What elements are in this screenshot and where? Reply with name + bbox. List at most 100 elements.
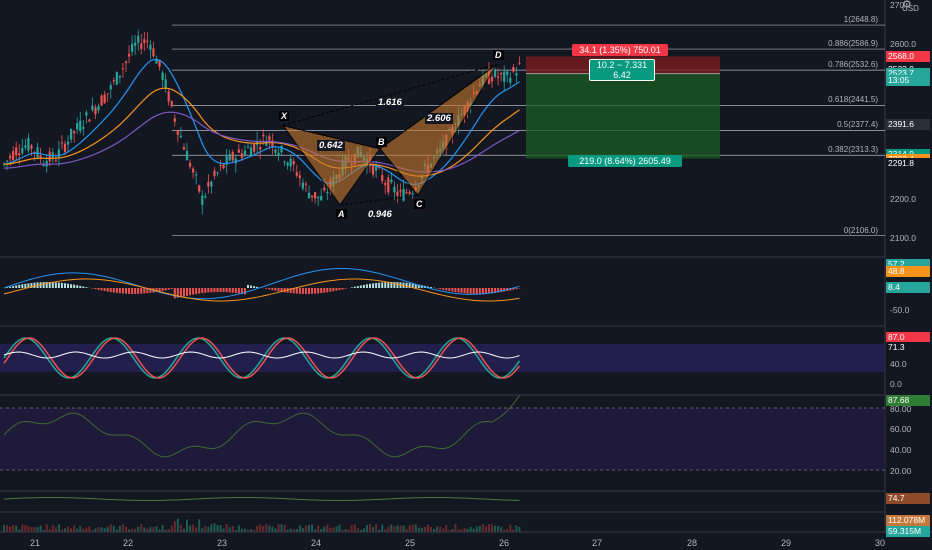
candle-body <box>304 183 308 185</box>
volume-bar <box>201 528 204 532</box>
fib-level-label: 0.382(2313.3) <box>828 145 878 155</box>
volume-bar <box>301 527 304 532</box>
pattern-ratio-label: 0.642 <box>317 140 345 151</box>
volume-bar <box>118 525 121 532</box>
volume-bar <box>155 526 158 532</box>
candle-body <box>127 54 131 57</box>
volume-bar <box>12 524 15 532</box>
volume-bar <box>396 525 399 532</box>
macd-histogram-bar <box>460 288 463 293</box>
macd-histogram-bar <box>182 288 185 297</box>
candle-body <box>295 172 298 176</box>
volume-bar <box>85 527 88 532</box>
candle-body <box>490 76 494 82</box>
time-axis-label: 27 <box>592 538 603 548</box>
candle-body <box>265 141 268 146</box>
macd-histogram-bar <box>210 288 213 293</box>
volume-bar <box>219 525 222 532</box>
volume-bar <box>149 527 152 532</box>
candle-body <box>121 68 125 70</box>
fib-level-label: 0.786(2532.6) <box>828 60 878 70</box>
volume-bar <box>393 526 396 532</box>
volume-bar <box>292 529 295 532</box>
volume-bar <box>460 529 463 532</box>
candle-body <box>24 145 27 148</box>
volume-bar <box>94 528 97 532</box>
pattern-ratio-label: 2.606 <box>425 113 453 124</box>
macd-histogram-bar <box>243 288 246 295</box>
macd-histogram-bar <box>457 288 460 293</box>
volume-bar <box>140 524 143 532</box>
volume-bar <box>512 529 515 532</box>
volume-bar <box>414 524 417 532</box>
volume-bar <box>234 529 237 532</box>
candle-body <box>173 118 176 122</box>
price-axis-tick: 2600.0 <box>890 39 916 49</box>
macd-histogram-bar <box>170 288 173 290</box>
macd-histogram-bar <box>164 288 167 291</box>
volume-bar <box>198 519 201 532</box>
macd-histogram-bar <box>15 285 18 288</box>
macd-histogram-bar <box>472 288 475 294</box>
candle-body <box>100 95 103 106</box>
moving-average-line <box>3 58 520 185</box>
macd-histogram-bar <box>454 288 457 293</box>
extra-value-tag: 74.7 <box>886 493 930 504</box>
volume-bar <box>91 529 94 532</box>
macd-histogram-bar <box>189 288 192 296</box>
candle-body <box>70 128 73 140</box>
macd-histogram-bar <box>155 288 158 292</box>
candle-body <box>210 181 213 187</box>
macd-histogram-bar <box>301 288 304 294</box>
macd-histogram-bar <box>64 283 66 288</box>
macd-histogram-bar <box>463 288 466 294</box>
macd-histogram-bar <box>442 288 445 290</box>
candle-body <box>271 140 274 148</box>
volume-bar <box>298 525 301 532</box>
volume-bar <box>186 519 188 532</box>
candle-body <box>146 40 149 42</box>
volume-bar <box>481 524 484 532</box>
macd-histogram-bar <box>85 287 88 288</box>
volume-bar <box>15 525 18 532</box>
candle-body <box>33 151 36 153</box>
volume-bar <box>247 529 249 532</box>
candle-body <box>243 150 247 155</box>
volume-bar <box>475 526 478 532</box>
candle-body <box>124 61 128 64</box>
macd-histogram-bar <box>118 288 121 294</box>
candle-body <box>54 160 57 162</box>
candle-body <box>152 48 155 57</box>
candle-body <box>387 177 390 193</box>
macd-histogram-bar <box>237 288 240 294</box>
macd-histogram-bar <box>234 288 237 294</box>
macd-histogram-bar <box>408 283 411 288</box>
volume-bar <box>378 529 381 532</box>
macd-histogram-bar <box>417 284 420 288</box>
candle-body <box>161 72 164 80</box>
volume-bar <box>109 524 112 532</box>
candle-body <box>234 158 237 164</box>
candle-body <box>396 191 399 196</box>
volume-bar <box>411 524 414 532</box>
price-tag: 2291.8 <box>886 158 930 170</box>
volume-bar <box>195 527 198 532</box>
volume-bar <box>67 526 70 532</box>
chart-settings-icon[interactable]: ⚙ <box>902 0 912 11</box>
macd-histogram-bar <box>106 288 109 292</box>
macd-histogram-bar <box>100 288 103 291</box>
volume-bar <box>442 528 445 532</box>
volume-bar <box>112 525 115 532</box>
volume-bar <box>433 528 436 532</box>
volume-bar <box>314 529 317 532</box>
volume-bar <box>469 526 472 532</box>
candle-body <box>76 122 79 130</box>
macd-histogram-bar <box>112 288 115 293</box>
candle-body <box>310 195 314 198</box>
volume-bar <box>128 529 131 532</box>
macd-histogram-bar <box>359 285 362 288</box>
macd-histogram-bar <box>109 288 112 293</box>
macd-histogram-bar <box>326 288 329 293</box>
candle-body <box>274 149 277 154</box>
